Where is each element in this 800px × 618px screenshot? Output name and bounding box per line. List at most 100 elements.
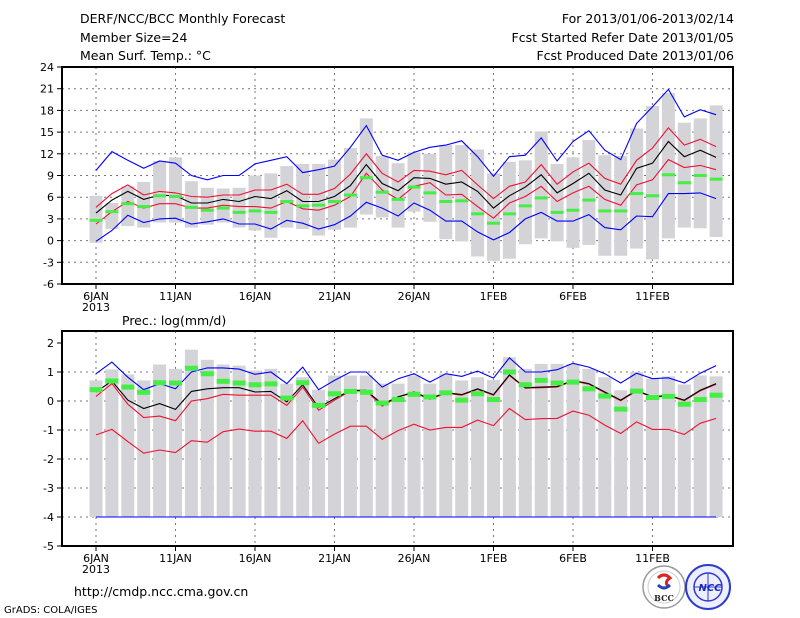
bcc-logo-text: BCC (654, 593, 674, 603)
chart-title: DERF/NCC/BCC Monthly Forecast (80, 11, 285, 26)
range-bar (359, 118, 373, 215)
range-bar (121, 374, 135, 517)
observed-mark (646, 194, 659, 198)
range-bar (216, 364, 230, 517)
observed-mark (105, 210, 119, 214)
observed-mark (518, 382, 532, 388)
observed-mark (328, 200, 341, 204)
range-bar (709, 105, 723, 237)
range-bar (280, 166, 294, 228)
observed-mark (121, 384, 135, 390)
observed-mark (312, 402, 326, 408)
x-tick-label: 21JAN (318, 552, 351, 565)
observed-mark (343, 388, 357, 394)
range-bar (89, 380, 103, 517)
range-bar (375, 155, 389, 218)
observed-mark (566, 208, 580, 212)
y-tick-label: 18 (40, 104, 54, 117)
observed-mark (502, 369, 516, 375)
observed-mark (677, 401, 691, 407)
plot-frame (61, 66, 734, 285)
range-bar (550, 163, 564, 242)
fcst-produced-date: Fcst Produced Date 2013/01/06 (536, 48, 734, 63)
range-bar (693, 375, 707, 517)
observed-mark (280, 395, 294, 401)
x-tick-label: 6JAN (83, 552, 109, 565)
observed-mark (296, 204, 310, 208)
panel2-title: Prec.: log(mm/d) (122, 313, 226, 328)
observed-mark (439, 200, 453, 204)
range-bar (566, 157, 580, 248)
range-bar (232, 187, 246, 228)
observed-mark (709, 392, 723, 398)
observed-mark (455, 199, 469, 203)
series-line-mean (95, 374, 717, 411)
x-tick-label: 6FEB (559, 290, 587, 303)
series-line-lower (95, 407, 717, 454)
observed-mark (391, 397, 405, 403)
range-bar (232, 365, 246, 517)
y-tick-label: -3 (43, 256, 54, 269)
variable-label: Mean Surf. Temp.: °C (80, 48, 211, 63)
range-bar (534, 363, 548, 517)
observed-mark (232, 380, 246, 386)
observed-mark (169, 380, 182, 386)
range-bar (693, 118, 707, 229)
range-bar (614, 155, 628, 256)
range-bar (328, 375, 341, 517)
observed-mark (264, 210, 278, 214)
range-bar (677, 122, 691, 228)
range-bar (248, 175, 262, 231)
observed-mark (200, 208, 214, 212)
range-bar (343, 148, 357, 228)
range-bar (677, 384, 691, 517)
y-tick-label: -4 (43, 511, 54, 524)
series-line-upper (95, 126, 717, 208)
range-bar (137, 380, 151, 517)
range-bar (184, 349, 198, 517)
observed-mark (312, 203, 326, 207)
range-bar (646, 106, 659, 260)
range-bar (439, 145, 453, 240)
fcst-started-date: Fcst Started Refer Date 2013/01/05 (512, 30, 735, 45)
range-bar (200, 359, 214, 517)
series-line-max (95, 356, 717, 391)
observed-mark (89, 387, 103, 393)
x-tick-label: 26JAN (398, 290, 431, 303)
observed-mark (232, 210, 246, 214)
observed-mark (121, 202, 135, 206)
observed-mark (200, 371, 214, 377)
range-bar (248, 370, 262, 517)
observed-mark (487, 397, 500, 403)
y-tick-label: -1 (43, 424, 54, 437)
range-bar (407, 375, 421, 517)
range-bar (359, 375, 373, 517)
x-tick-label: 16JAN (239, 552, 272, 565)
observed-mark (630, 388, 644, 394)
observed-mark (391, 197, 405, 201)
observed-mark (534, 377, 548, 383)
range-bar (312, 163, 326, 236)
observed-mark (598, 393, 612, 399)
observed-mark (407, 391, 421, 397)
series-line-mean (95, 140, 717, 214)
ncc-logo: NCC (685, 564, 731, 610)
y-tick-label: 15 (40, 126, 54, 139)
series-line-min (95, 192, 717, 242)
observed-mark (646, 395, 659, 401)
observed-mark (216, 206, 230, 210)
range-bar (598, 377, 612, 517)
source-url[interactable]: http://cmdp.ncc.cma.gov.cn (74, 584, 248, 599)
range-bar (471, 377, 485, 517)
observed-mark (693, 397, 707, 403)
range-bar (598, 155, 612, 256)
observed-mark (137, 389, 151, 395)
y-tick-label: 9 (47, 170, 54, 183)
range-bar (153, 364, 167, 517)
observed-mark (582, 386, 596, 392)
observed-mark (614, 406, 628, 412)
y-tick-label: -6 (43, 278, 54, 291)
range-bar (582, 140, 596, 245)
range-bar (264, 173, 278, 238)
